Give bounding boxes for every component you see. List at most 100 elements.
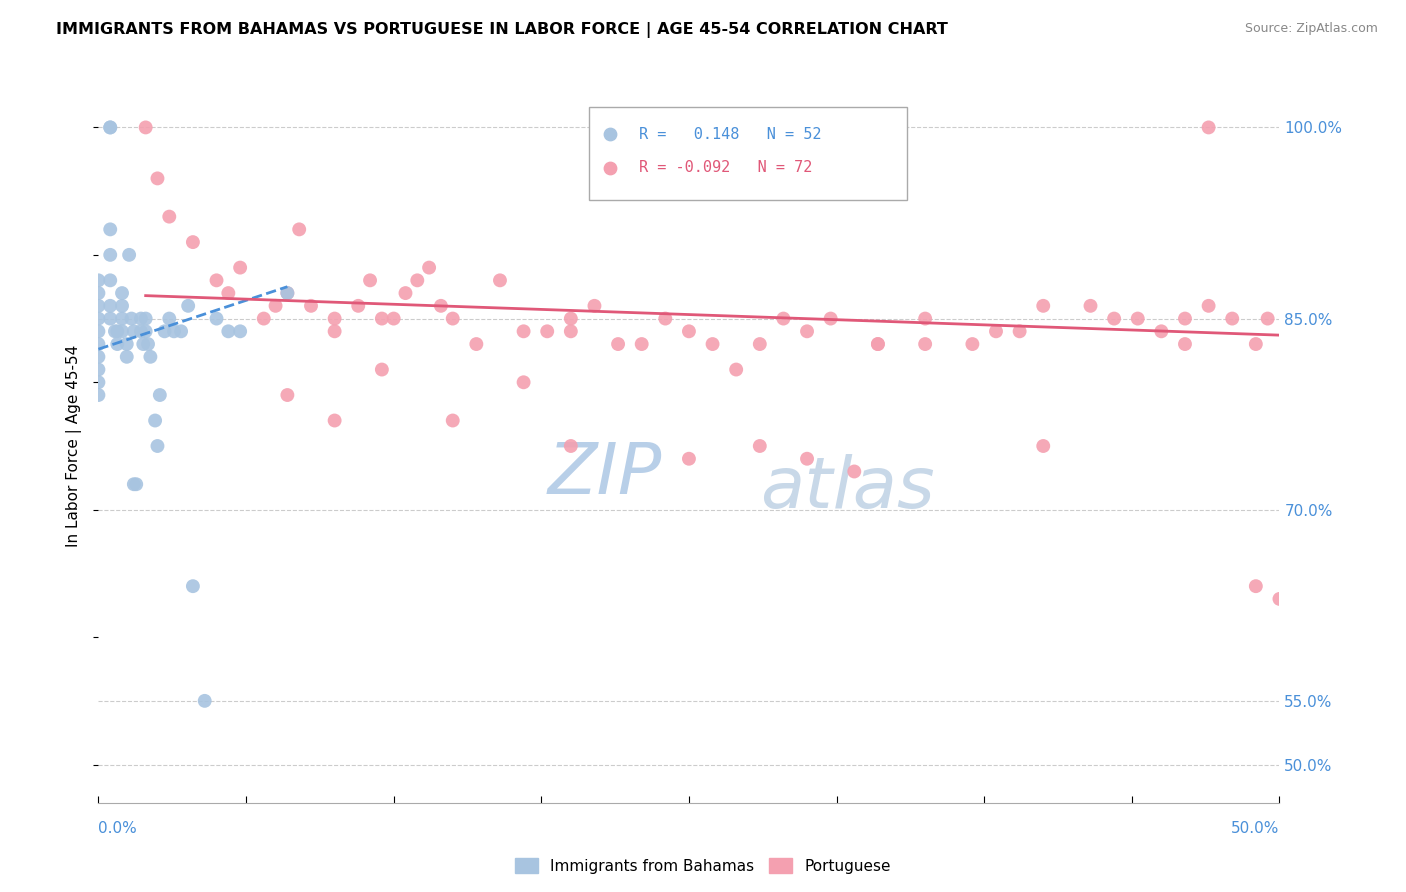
Point (607, 337, 630, 351)
Point (465, 337, 488, 351)
Text: ZIP: ZIP (547, 440, 662, 509)
Point (678, 324, 700, 338)
Point (441, 311, 464, 326)
Point (1150, 324, 1173, 338)
Point (146, 439, 169, 453)
Point (129, 311, 152, 326)
Point (132, 337, 155, 351)
Point (382, 311, 405, 326)
Point (163, 324, 186, 338)
Point (115, 350, 138, 364)
Point (512, 376, 534, 390)
Point (323, 413, 346, 427)
Point (111, 311, 134, 326)
Point (796, 324, 818, 338)
Point (1220, 311, 1243, 326)
Point (1174, 311, 1197, 326)
Point (371, 362, 394, 376)
Point (1126, 311, 1149, 326)
Point (181, 579, 204, 593)
Point (157, 311, 180, 326)
Point (820, 311, 842, 326)
Point (1080, 299, 1102, 313)
Point (205, 273, 228, 287)
Point (1109, 260, 1132, 275)
Point (146, 171, 169, 186)
Point (725, 362, 748, 376)
Point (276, 286, 298, 301)
Point (98, 248, 121, 262)
Point (105, 337, 128, 351)
Point (194, 694, 217, 708)
Point (441, 413, 464, 427)
Point (299, 299, 322, 313)
Point (276, 388, 298, 402)
Point (1268, 591, 1291, 606)
Point (678, 451, 700, 466)
Point (264, 299, 287, 313)
Point (136, 337, 159, 351)
Point (796, 451, 818, 466)
Point (984, 324, 1007, 338)
Point (654, 311, 676, 326)
Point (135, 311, 157, 326)
Point (1032, 439, 1054, 453)
Point (111, 286, 134, 301)
Point (205, 311, 228, 326)
Point (177, 299, 200, 313)
Point (1174, 337, 1197, 351)
Legend: Immigrants from Bahamas, Portuguese: Immigrants from Bahamas, Portuguese (509, 852, 897, 880)
Point (1257, 311, 1279, 326)
Point (866, 337, 889, 351)
Point (98, 222, 121, 236)
Point (253, 311, 276, 326)
Point (111, 299, 134, 313)
Point (87, 388, 110, 402)
Point (962, 337, 984, 351)
Point (229, 260, 252, 275)
Y-axis label: In Labor Force | Age 45-54: In Labor Force | Age 45-54 (66, 345, 83, 547)
Point (87, 324, 110, 338)
Point (583, 299, 606, 313)
Point (748, 337, 770, 351)
Text: Source: ZipAtlas.com: Source: ZipAtlas.com (1244, 22, 1378, 36)
Point (143, 413, 166, 427)
Point (418, 260, 440, 275)
Point (115, 337, 138, 351)
Point (1032, 299, 1054, 313)
Point (914, 311, 936, 326)
Point (87, 286, 110, 301)
Point (1109, 201, 1132, 215)
Point (702, 337, 724, 351)
Point (430, 299, 453, 313)
Point (371, 311, 394, 326)
Point (87, 350, 110, 364)
Point (512, 324, 534, 338)
Point (276, 286, 298, 301)
Point (87, 337, 110, 351)
Text: R =   0.148   N = 52: R = 0.148 N = 52 (640, 127, 823, 142)
Point (87, 273, 110, 287)
Point (560, 324, 582, 338)
Point (1102, 311, 1125, 326)
Point (121, 311, 143, 326)
Point (135, 324, 157, 338)
Point (560, 439, 582, 453)
Point (157, 210, 180, 224)
Point (394, 286, 416, 301)
Point (217, 286, 239, 301)
Point (217, 324, 239, 338)
Point (118, 248, 141, 262)
Point (135, 120, 157, 135)
Text: atlas: atlas (759, 454, 935, 524)
Point (87, 311, 110, 326)
Point (1008, 324, 1031, 338)
Point (122, 477, 145, 491)
Point (1198, 120, 1220, 135)
Point (111, 324, 134, 338)
Point (347, 299, 370, 313)
Point (98, 311, 121, 326)
Point (489, 273, 512, 287)
Point (844, 465, 866, 479)
Point (630, 337, 652, 351)
